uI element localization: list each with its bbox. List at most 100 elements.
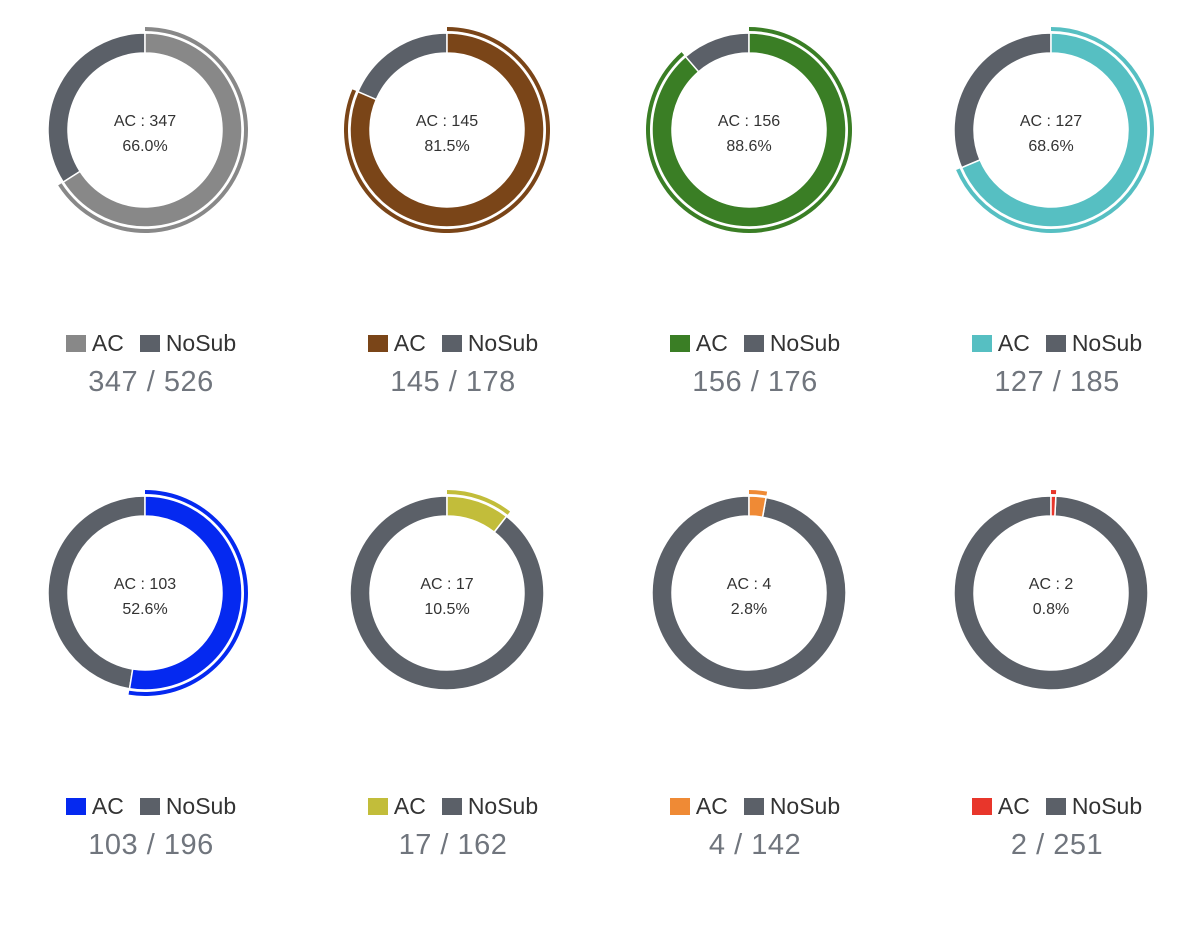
nosub-slice[interactable] <box>651 495 847 691</box>
donut-chart-card: AC : 2 0.8% AC NoSub 2 / 251 <box>906 463 1200 926</box>
center-percent-label: 81.5% <box>424 138 469 155</box>
center-ac-label: AC : 17 <box>420 576 473 593</box>
chart-legend: AC NoSub <box>0 330 302 357</box>
ac-ratio-label: 103 / 196 <box>88 829 214 861</box>
center-percent-label: 52.6% <box>122 601 167 618</box>
center-ac-label: AC : 2 <box>1029 576 1074 593</box>
ac-slice[interactable] <box>62 32 243 228</box>
center-percent-label: 68.6% <box>1028 138 1073 155</box>
legend-item-nosub[interactable]: NoSub <box>743 793 841 820</box>
ac-ratio-label: 17 / 162 <box>398 829 508 861</box>
nosub-slice[interactable] <box>356 32 448 101</box>
ac-ratio-label: 127 / 185 <box>994 366 1120 398</box>
ac-slice[interactable] <box>446 495 508 534</box>
center-ac-label: AC : 156 <box>718 113 780 130</box>
legend-item-ac[interactable]: AC <box>65 330 124 357</box>
legend-label-ac: AC <box>393 793 426 819</box>
legend-label-nosub: NoSub <box>769 793 841 819</box>
legend-swatch-nosub <box>1045 798 1066 815</box>
legend-item-nosub[interactable]: NoSub <box>1045 793 1143 820</box>
legend-label-ac: AC <box>91 793 124 819</box>
legend-label-nosub: NoSub <box>467 793 539 819</box>
center-ac-label: AC : 347 <box>114 113 176 130</box>
legend-item-ac[interactable]: AC <box>65 793 124 820</box>
ac-slice[interactable] <box>960 32 1149 228</box>
center-percent-label: 66.0% <box>122 138 167 155</box>
legend-swatch-nosub <box>441 798 462 815</box>
donut-chart: AC : 127 68.6% <box>953 27 1154 233</box>
legend-item-nosub[interactable]: NoSub <box>139 793 237 820</box>
donut-chart: AC : 156 88.6% <box>646 27 852 234</box>
legend-item-nosub[interactable]: NoSub <box>1045 330 1143 357</box>
legend-item-ac[interactable]: AC <box>669 793 728 820</box>
nosub-slice[interactable] <box>349 495 545 691</box>
legend-swatch-ac <box>367 798 388 815</box>
ac-slice[interactable] <box>1050 495 1057 517</box>
legend-label-nosub: NoSub <box>1071 330 1143 356</box>
nosub-slice[interactable] <box>684 32 750 73</box>
legend-label-ac: AC <box>695 330 728 356</box>
ac-slice-highlight <box>646 27 852 234</box>
legend-swatch-nosub <box>743 798 764 815</box>
legend-label-nosub: NoSub <box>467 330 539 356</box>
legend-label-ac: AC <box>997 330 1030 356</box>
donut-chart: AC : 145 81.5% <box>344 27 550 233</box>
donut-chart: AC : 2 0.8% <box>953 490 1149 691</box>
donut-chart-card: AC : 145 81.5% AC NoSub 145 / 178 <box>302 0 604 463</box>
chart-legend: AC NoSub <box>906 793 1200 820</box>
legend-item-ac[interactable]: AC <box>367 330 426 357</box>
center-percent-label: 10.5% <box>424 601 469 618</box>
chart-legend: AC NoSub <box>0 793 302 820</box>
chart-legend: AC NoSub <box>302 330 604 357</box>
center-percent-label: 0.8% <box>1033 601 1069 618</box>
legend-swatch-ac <box>65 798 86 815</box>
ac-ratio-label: 145 / 178 <box>390 366 516 398</box>
legend-label-ac: AC <box>997 793 1030 819</box>
legend-label-nosub: NoSub <box>165 793 237 819</box>
donut-chart: AC : 103 52.6% <box>47 490 249 696</box>
donut-chart: AC : 4 2.8% <box>651 490 847 691</box>
center-percent-label: 2.8% <box>731 601 767 618</box>
legend-swatch-nosub <box>1045 335 1066 352</box>
legend-swatch-ac <box>65 335 86 352</box>
ac-slice[interactable] <box>651 32 847 228</box>
ac-slice-highlight <box>1051 490 1057 495</box>
ac-slice-highlight <box>344 27 550 233</box>
legend-item-ac[interactable]: AC <box>367 793 426 820</box>
legend-swatch-ac <box>971 335 992 352</box>
donut-chart: AC : 347 66.0% <box>47 27 248 233</box>
legend-item-nosub[interactable]: NoSub <box>441 793 539 820</box>
legend-item-ac[interactable]: AC <box>971 330 1030 357</box>
legend-label-ac: AC <box>393 330 426 356</box>
donut-chart-card: AC : 17 10.5% AC NoSub 17 / 162 <box>302 463 604 926</box>
legend-swatch-nosub <box>743 335 764 352</box>
legend-swatch-ac <box>367 335 388 352</box>
legend-item-nosub[interactable]: NoSub <box>441 330 539 357</box>
ac-slice[interactable] <box>128 495 243 691</box>
chart-legend: AC NoSub <box>604 793 906 820</box>
legend-item-nosub[interactable]: NoSub <box>139 330 236 357</box>
donut-chart-card: AC : 103 52.6% AC NoSub 103 / 196 <box>0 463 302 926</box>
legend-swatch-nosub <box>441 335 462 352</box>
legend-item-ac[interactable]: AC <box>669 330 728 357</box>
center-ac-label: AC : 145 <box>416 113 478 130</box>
legend-item-nosub[interactable]: NoSub <box>743 330 841 357</box>
center-ac-label: AC : 127 <box>1020 113 1082 130</box>
legend-label-ac: AC <box>91 330 124 356</box>
center-ac-label: AC : 103 <box>114 576 176 593</box>
ac-ratio-label: 156 / 176 <box>692 366 818 398</box>
legend-label-nosub: NoSub <box>1071 793 1143 819</box>
nosub-slice[interactable] <box>953 495 1149 691</box>
ac-slice[interactable] <box>748 495 767 519</box>
ac-slice[interactable] <box>349 32 545 228</box>
legend-label-nosub: NoSub <box>769 330 841 356</box>
legend-swatch-nosub <box>139 798 160 815</box>
donut-chart: AC : 17 10.5% <box>349 490 545 691</box>
ac-slice-highlight <box>749 490 768 496</box>
chart-legend: AC NoSub <box>604 330 906 357</box>
ac-ratio-label: 2 / 251 <box>1010 829 1104 861</box>
nosub-slice[interactable] <box>47 32 146 184</box>
legend-item-ac[interactable]: AC <box>971 793 1030 820</box>
legend-swatch-ac <box>669 335 690 352</box>
